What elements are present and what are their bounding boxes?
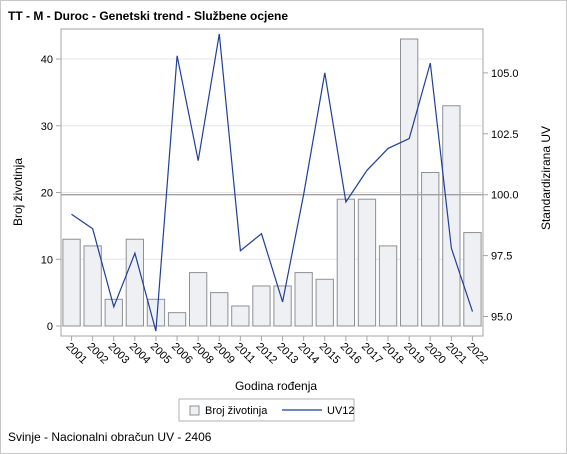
x-tick-label: 2009 (211, 341, 237, 367)
bar (294, 272, 313, 327)
bar (62, 238, 81, 327)
bar (146, 298, 166, 327)
bar (210, 292, 229, 327)
y-axis-label: Broj životinja (11, 158, 25, 226)
x-tick-label: 2015 (317, 341, 343, 367)
x-tick-label: 2001 (63, 341, 89, 367)
bar-series (62, 38, 482, 327)
y-tick-label: 40 (41, 54, 53, 66)
y-tick-label: 10 (41, 254, 53, 266)
legend-label-bar: Broj životinja (205, 405, 268, 417)
bar (463, 232, 482, 327)
bar (273, 285, 292, 327)
y2-tick-label: 102.5 (491, 129, 519, 141)
x-tick-label: 2016 (338, 341, 364, 367)
legend-swatch-bar (189, 405, 200, 416)
legend-box (178, 398, 355, 422)
y2-tick-label: 95.0 (491, 312, 512, 324)
chart-title: TT - M - Duroc - Genetski trend - Službe… (8, 9, 289, 23)
y-axis-right: 95.0 97.5 100.0 102.5 105.0 (483, 68, 519, 324)
bar (188, 272, 208, 327)
x-axis-label: Godina rođenja (235, 379, 317, 393)
x-tick-label: 2022 (464, 341, 490, 367)
bar (231, 305, 250, 327)
series-line (71, 33, 474, 332)
bar (167, 312, 187, 327)
bar (252, 285, 271, 327)
y-axis-left: 0 10 20 30 40 (41, 54, 61, 333)
bar (357, 198, 377, 327)
x-tick-label: 2021 (443, 341, 469, 367)
x-tick-label: 2002 (85, 341, 111, 367)
y2-tick-label: 100.0 (491, 190, 519, 202)
bar (83, 245, 102, 327)
x-tick-label: 2006 (169, 341, 195, 367)
x-tick-label: 2012 (253, 341, 279, 367)
x-tick-label: 2019 (401, 341, 427, 367)
bar (421, 171, 440, 327)
footnote: Svinje - Nacionalni obračun UV - 2406 (8, 430, 212, 444)
bar (104, 298, 123, 327)
y-tick-label: 20 (41, 188, 53, 200)
x-tick-label: 2018 (380, 341, 406, 367)
plot-area (60, 28, 484, 337)
x-tick-label: 2008 (190, 341, 216, 367)
y2-tick-label: 105.0 (491, 68, 519, 80)
x-tick-label: 2014 (295, 341, 321, 367)
y-tick-label: 0 (47, 321, 53, 333)
x-tick-label: 2005 (148, 341, 174, 367)
x-tick-label: 2004 (127, 341, 153, 367)
x-axis: 2001200220032004200520062008200920112012… (63, 336, 490, 366)
x-tick-label: 2013 (274, 341, 300, 367)
x-tick-label: 2003 (106, 341, 132, 367)
legend: Broj životinja UV12 (178, 398, 355, 422)
bar (378, 245, 398, 327)
bar (399, 38, 419, 327)
legend-label-line: UV12 (327, 405, 355, 417)
y2-axis-label: Standardizirana UV (539, 126, 553, 230)
bar (125, 238, 145, 327)
x-tick-label: 2011 (232, 341, 257, 366)
y-tick-label: 30 (41, 121, 53, 133)
bar (336, 198, 356, 327)
bar (315, 278, 334, 327)
uv12-line-series (71, 33, 474, 332)
bar (442, 105, 461, 327)
x-tick-label: 2020 (422, 341, 448, 367)
x-tick-label: 2017 (359, 341, 385, 367)
y2-tick-label: 97.5 (491, 251, 512, 263)
